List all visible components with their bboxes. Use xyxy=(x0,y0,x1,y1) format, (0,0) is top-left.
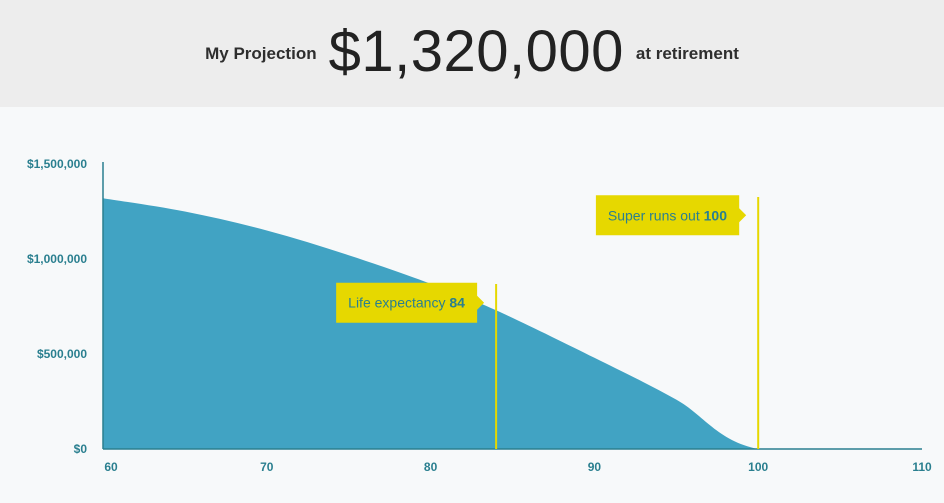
balance-area xyxy=(103,198,922,449)
life-expectancy-label: Life expectancy xyxy=(348,295,449,311)
life-expectancy-value: 84 xyxy=(449,295,465,311)
chart-svg: $0 $500,000 $1,000,000 $1,500,000 60 70 80 90 10… xyxy=(27,157,932,474)
super-runs-out-callout-box xyxy=(595,195,747,236)
y-tick-label: $1,000,000 xyxy=(27,252,87,266)
y-tick-label: $500,000 xyxy=(37,347,87,361)
super-runs-out-label: Super runs out xyxy=(608,207,704,223)
y-tick-label: $0 xyxy=(74,442,88,456)
x-tick-label: 90 xyxy=(588,460,602,474)
x-tick-label: 100 xyxy=(748,460,768,474)
life-expectancy-callout: Life expectancy 84 xyxy=(336,282,485,323)
super-runs-out-callout-text: Super runs out 100 xyxy=(608,207,727,223)
life-expectancy-callout-box xyxy=(336,282,485,323)
super-runs-out-value: 100 xyxy=(704,207,728,223)
projection-amount: $1,320,000 xyxy=(328,19,624,84)
projection-chart: $0 $500,000 $1,000,000 $1,500,000 60 70 80 90 10… xyxy=(0,107,944,503)
super-runs-out-callout: Super runs out 100 xyxy=(595,195,747,236)
life-expectancy-callout-text: Life expectancy 84 xyxy=(348,295,465,311)
y-tick-label: $1,500,000 xyxy=(27,157,87,171)
x-tick-label: 60 xyxy=(104,460,118,474)
x-tick-label: 80 xyxy=(424,460,438,474)
projection-header: My Projection $1,320,000 at retirement xyxy=(0,0,944,107)
projection-label: My Projection xyxy=(205,43,317,63)
retirement-label: at retirement xyxy=(635,43,739,63)
x-tick-label: 110 xyxy=(912,460,932,474)
x-tick-label: 70 xyxy=(260,460,274,474)
